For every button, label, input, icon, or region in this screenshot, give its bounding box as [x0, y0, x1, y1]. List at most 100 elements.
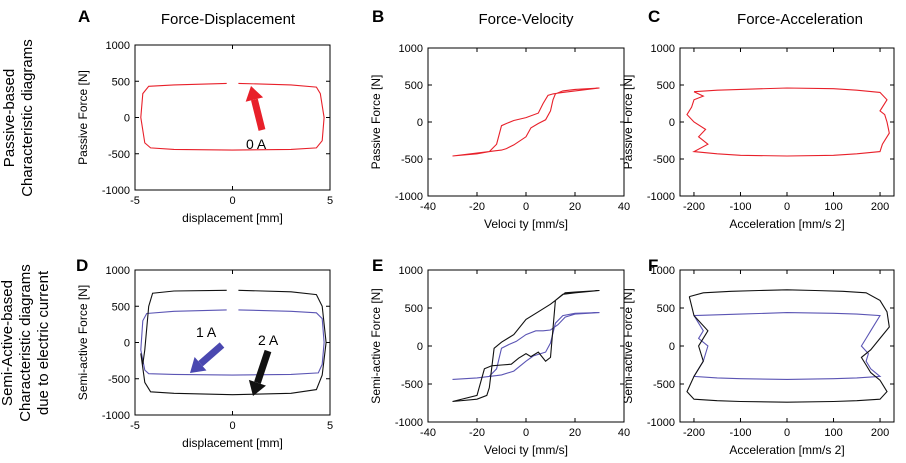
x-tick-label: 0	[784, 427, 790, 439]
y-tick-label: -500	[653, 154, 675, 166]
y-tick-label: -1000	[102, 185, 130, 197]
axes-frame-a	[134, 44, 331, 191]
x-tick-label: -200	[683, 427, 705, 439]
panel-letter-f: F	[648, 256, 658, 275]
row-label-semi-line3: due to electric current	[35, 270, 52, 415]
axes-frame-e	[427, 269, 625, 423]
row-label-semi-active: Semi-Active-based Characteristic diagram…	[0, 264, 52, 422]
annotation-2a: 2 A	[258, 332, 279, 348]
column-title-2: Force-Velocity	[478, 11, 574, 28]
y-axis-label: Passive Force [N]	[369, 75, 383, 170]
y-tick-label: 500	[112, 76, 130, 88]
x-tick-label: -20	[469, 427, 485, 439]
x-tick-label: 0	[229, 195, 235, 207]
panel-letter-e: E	[372, 256, 383, 275]
arrow-icon-1a	[190, 342, 225, 373]
y-tick-label: 500	[657, 80, 675, 92]
series-line-1a	[140, 309, 325, 376]
x-axis-label: Acceleration [mm/s 2]	[729, 217, 844, 231]
row-label-semi-line2: Characteristic diagrams	[17, 264, 34, 422]
x-axis-label: displacement [mm]	[182, 436, 283, 450]
x-tick-label: 0	[229, 420, 235, 432]
x-tick-label: 100	[824, 201, 842, 213]
x-tick-label: 5	[327, 195, 333, 207]
annotation-0a: 0 A	[246, 136, 267, 152]
y-tick-label: 500	[112, 301, 130, 313]
x-tick-label: -20	[469, 201, 485, 213]
x-axis-label: Acceleration [mm/s 2]	[729, 443, 844, 457]
x-tick-label: -40	[420, 201, 436, 213]
y-axis-label: Semi-active Force [N]	[621, 288, 635, 403]
panel-letter-d: D	[76, 256, 88, 275]
y-tick-label: -1000	[647, 417, 675, 429]
row-label-passive-line1: Passive-based	[1, 69, 18, 167]
panel-d: -5 0 5 -1000 -500 0 500 1000 displacement [mm] Se…	[76, 265, 333, 450]
y-tick-label: 1000	[399, 265, 423, 277]
axes-frame-c	[679, 47, 895, 197]
series-line-1a	[452, 312, 600, 380]
y-tick-label: -1000	[395, 191, 423, 203]
y-tick-label: 1000	[106, 40, 130, 52]
arrow-icon-2a	[248, 349, 272, 396]
column-title-1: Force-Displacement	[161, 11, 296, 28]
x-tick-label: 200	[871, 201, 889, 213]
x-tick-label: 40	[618, 201, 630, 213]
y-tick-label: -500	[653, 379, 675, 391]
panel-c: -200 -100 0 100 200-1000-50005001000Accelera…	[621, 43, 895, 231]
x-tick-label: -5	[130, 195, 140, 207]
series-line-2a	[452, 289, 600, 403]
row-label-semi-line1: Semi-Active-based	[0, 280, 16, 406]
annotation-1a: 1 A	[196, 324, 217, 340]
y-tick-label: 1000	[651, 43, 675, 55]
y-tick-label: 0	[417, 117, 423, 129]
series-line-1a	[693, 312, 882, 380]
y-tick-label: 0	[417, 341, 423, 353]
arrow-icon-0a	[245, 86, 266, 131]
series-line-0a	[686, 87, 890, 157]
x-tick-label: 100	[824, 427, 842, 439]
y-tick-label: 1000	[106, 265, 130, 277]
row-label-passive-line2: Characteristic diagrams	[19, 39, 36, 197]
y-axis-label: Semi-active Force [N]	[369, 288, 383, 403]
x-axis-label: Veloci ty [mm/s]	[484, 443, 568, 457]
x-tick-label: -200	[683, 201, 705, 213]
y-tick-label: 500	[405, 80, 423, 92]
x-tick-label: -5	[130, 420, 140, 432]
y-tick-label: -500	[108, 149, 130, 161]
panel-e: -40 -20 0 20 40 -1000 -500 0 500 1000 Veloci ty [m…	[369, 265, 630, 457]
x-tick-label: 20	[569, 201, 581, 213]
x-tick-label: 0	[523, 201, 529, 213]
y-tick-label: 0	[124, 113, 130, 125]
x-axis-label: Veloci ty [mm/s]	[484, 217, 568, 231]
x-axis-label: displacement [mm]	[182, 211, 283, 225]
y-tick-label: -1000	[647, 191, 675, 203]
y-tick-label: 0	[669, 117, 675, 129]
panel-letter-a: A	[78, 7, 90, 26]
series-line-2a	[140, 289, 327, 396]
y-tick-label: 1000	[399, 43, 423, 55]
panel-b: -40 -20 0 20 40 -1000 -500 0 500 1000 Veloci ty [m…	[369, 43, 630, 231]
x-tick-label: 5	[327, 420, 333, 432]
panel-letter-c: C	[648, 7, 660, 26]
y-axis-label: Passive Force [N]	[76, 70, 90, 165]
y-axis-label: Semi-active Force [N]	[76, 285, 90, 400]
y-tick-label: -500	[401, 379, 423, 391]
panel-letter-b: B	[372, 7, 384, 26]
x-tick-label: 0	[784, 201, 790, 213]
y-tick-label: 0	[124, 338, 130, 350]
panel-f: -200 -100 0 100 200-1000-50005001000Accelera…	[621, 265, 895, 457]
x-tick-label: -100	[729, 427, 751, 439]
axes-frame-b	[427, 47, 625, 197]
panel-a: -5 0 5 -1000 -500 0 500 1000 displacement [mm] Pa…	[76, 40, 333, 225]
y-tick-label: 500	[657, 303, 675, 315]
x-tick-label: -40	[420, 427, 436, 439]
y-tick-label: 1000	[651, 265, 675, 277]
column-title-3: Force-Acceleration	[737, 11, 863, 28]
y-tick-label: -1000	[395, 417, 423, 429]
series-line-0a	[452, 87, 600, 157]
y-tick-label: -1000	[102, 410, 130, 422]
x-tick-label: 40	[618, 427, 630, 439]
x-tick-label: 0	[523, 427, 529, 439]
